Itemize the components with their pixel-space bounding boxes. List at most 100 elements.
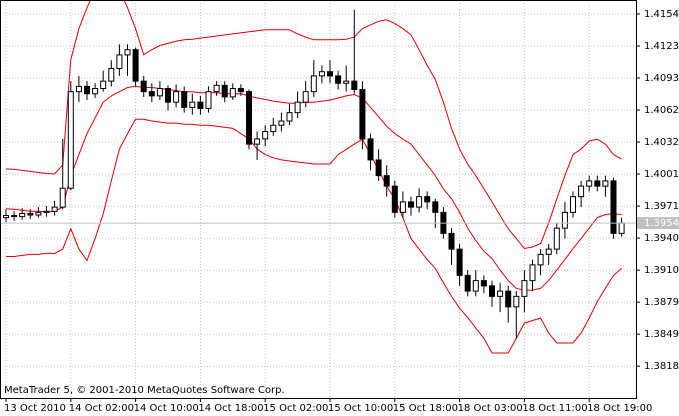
candle-body bbox=[399, 201, 406, 213]
band-upper bbox=[5, 0, 622, 250]
y-tick-label: 1.40320 bbox=[644, 137, 679, 148]
y-tick-label: 1.41540 bbox=[644, 9, 679, 20]
candle-body bbox=[310, 75, 317, 93]
candle-body bbox=[521, 280, 528, 297]
candle-body bbox=[383, 175, 390, 187]
y-tick-label: 1.38795 bbox=[644, 297, 679, 308]
candle-body bbox=[237, 88, 244, 93]
last-price-label: 1.39548 bbox=[644, 218, 679, 229]
candle-body bbox=[343, 80, 350, 84]
candle-body bbox=[424, 196, 431, 203]
candle-body bbox=[278, 120, 285, 126]
y-tick-label: 1.39405 bbox=[644, 233, 679, 244]
y-tick-label: 1.40015 bbox=[644, 169, 679, 180]
candle-body bbox=[254, 138, 261, 145]
x-tick-label: 14 Oct 10:00 bbox=[134, 403, 199, 414]
candle-body bbox=[124, 49, 131, 56]
candle-body bbox=[505, 290, 512, 308]
candle-body bbox=[100, 80, 107, 90]
candle-body bbox=[578, 185, 585, 198]
candle-body bbox=[286, 112, 293, 122]
x-tick-label: 15 Oct 18:00 bbox=[393, 403, 458, 414]
plot-area bbox=[0, 0, 636, 354]
candle-body bbox=[327, 71, 333, 77]
candle-body bbox=[213, 84, 220, 93]
candle-body bbox=[92, 88, 99, 95]
candle-body bbox=[229, 88, 236, 98]
candle-body bbox=[165, 88, 171, 103]
candle-body bbox=[448, 232, 455, 250]
y-tick-label: 1.39710 bbox=[644, 201, 679, 212]
candle-body bbox=[561, 211, 568, 229]
x-tick-label: 18 Oct 03:00 bbox=[458, 403, 523, 414]
candle-body bbox=[318, 71, 325, 77]
candle-body bbox=[359, 89, 366, 140]
x-tick-label: 13 Oct 2010 bbox=[4, 403, 66, 414]
y-tick-label: 1.38490 bbox=[644, 329, 679, 340]
y-tick-label: 1.40625 bbox=[644, 105, 679, 116]
candle-body bbox=[51, 206, 58, 212]
candle-body bbox=[246, 91, 252, 145]
candle-body bbox=[497, 290, 504, 297]
candle-body bbox=[270, 124, 277, 133]
axes: 1.41540 1.41235 1.40930 1.40625 1.40320 1.400… bbox=[4, 9, 679, 414]
candle-body bbox=[132, 49, 139, 82]
candle-body bbox=[586, 180, 593, 187]
watermark: MetaTrader 5, © 2001-2010 MetaQuotes Sof… bbox=[4, 385, 285, 396]
x-tick-label: 14 Oct 02:00 bbox=[69, 403, 134, 414]
plot-border bbox=[0, 0, 637, 399]
candle-body bbox=[11, 215, 18, 218]
candle-body bbox=[570, 196, 576, 213]
candle-body bbox=[181, 91, 188, 108]
candle-body bbox=[553, 227, 560, 250]
candle-body bbox=[19, 212, 26, 218]
candle-body bbox=[408, 201, 414, 208]
candle-body bbox=[545, 248, 552, 255]
candle-body bbox=[375, 159, 382, 177]
candle-body bbox=[489, 285, 495, 297]
last-price-box bbox=[637, 217, 679, 230]
candle-body bbox=[480, 280, 487, 287]
y-tick-label: 1.38185 bbox=[644, 361, 679, 372]
band-middle bbox=[5, 85, 622, 291]
candle-body bbox=[302, 91, 309, 103]
candle-body bbox=[43, 210, 50, 213]
candle-body bbox=[602, 180, 609, 187]
candle-body bbox=[27, 212, 34, 216]
candle-body bbox=[221, 84, 228, 98]
candle-body bbox=[262, 131, 269, 140]
candle-body bbox=[67, 91, 74, 189]
candle-body bbox=[537, 253, 544, 266]
x-tick-label: 14 Oct 18:00 bbox=[198, 403, 263, 414]
candle-body bbox=[75, 85, 82, 93]
candle-body bbox=[529, 264, 536, 282]
x-tick-label: 18 Oct 11:00 bbox=[522, 403, 587, 414]
candle-body bbox=[3, 215, 9, 219]
candle-body bbox=[335, 75, 342, 84]
candle-body bbox=[189, 101, 196, 108]
x-tick-label: 18 Oct 19:00 bbox=[587, 403, 652, 414]
candle-body bbox=[610, 180, 617, 234]
candle-body bbox=[618, 222, 625, 234]
candle-body bbox=[367, 138, 374, 161]
candle-body bbox=[351, 80, 358, 91]
candle-body bbox=[294, 101, 301, 114]
candle-body bbox=[35, 211, 42, 216]
candle-body bbox=[464, 274, 471, 292]
x-tick-label: 15 Oct 02:00 bbox=[263, 403, 328, 414]
candle-body bbox=[59, 187, 66, 208]
candle-body bbox=[391, 185, 398, 213]
candle-body bbox=[456, 248, 463, 276]
candle-body bbox=[156, 88, 163, 97]
candle-body bbox=[84, 85, 90, 95]
candle-body bbox=[472, 280, 479, 292]
candle-body bbox=[148, 91, 155, 97]
candle-body bbox=[173, 91, 180, 103]
candle-body bbox=[416, 196, 423, 208]
candle-body bbox=[432, 201, 439, 213]
candle-body bbox=[594, 180, 601, 187]
candle-body bbox=[513, 295, 520, 308]
